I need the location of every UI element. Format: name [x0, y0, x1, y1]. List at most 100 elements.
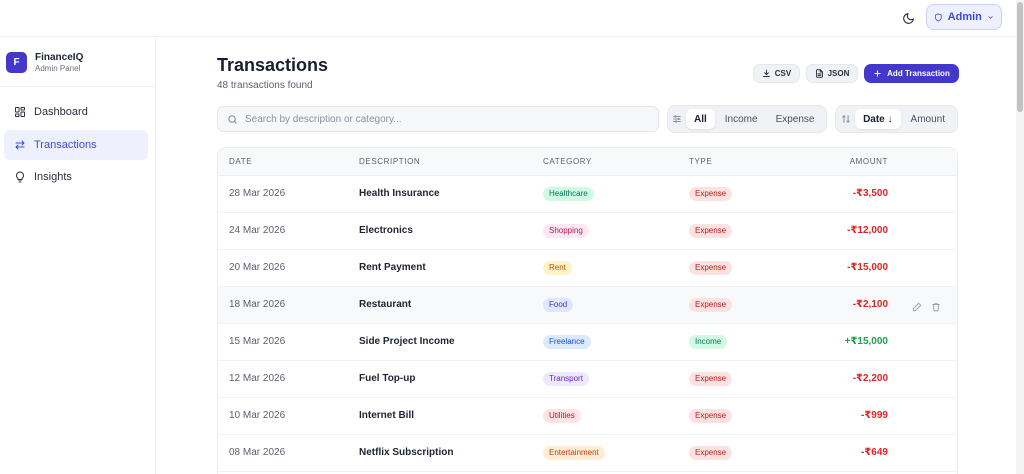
transactions-table: DATE DESCRIPTION CATEGORY TYPE AMOUNT 28…: [217, 147, 958, 474]
sort-control: Date ↓ Amount: [835, 105, 958, 133]
amount-cell: -₹15,000: [847, 262, 888, 273]
search-box[interactable]: [217, 106, 659, 132]
description-cell: Side Project Income: [359, 336, 455, 347]
row-actions: [912, 299, 941, 317]
type-cell: Expense: [689, 224, 733, 238]
date-cell: 28 Mar 2026: [229, 188, 286, 199]
table-row[interactable]: 08 Mar 2026 Netflix Subscription Entertain…: [218, 435, 957, 472]
file-icon: [815, 69, 823, 78]
amount-cell: -₹649: [861, 447, 888, 458]
table-row[interactable]: 20 Mar 2026 Rent Payment Rent Expense -₹15,0…: [218, 250, 957, 287]
filter-icon: [672, 114, 682, 124]
amount-cell: -₹3,500: [852, 188, 888, 199]
edit-icon[interactable]: [912, 299, 922, 317]
category-badge: Entertainment: [543, 446, 605, 460]
scrollbar-thumb[interactable]: [1017, 2, 1023, 112]
moon-icon: [902, 12, 914, 24]
sidebar-item-label: Transactions: [34, 139, 97, 151]
type-cell: Expense: [689, 261, 733, 275]
description-cell: Fuel Top-up: [359, 373, 416, 384]
brand: F FinanceIQ Admin Panel: [0, 37, 155, 87]
search-icon: [228, 114, 237, 124]
sidebar-item-insights[interactable]: Insights: [4, 162, 148, 192]
category-cell: Shopping: [543, 224, 589, 238]
category-cell: Freelance: [543, 335, 591, 349]
role-switcher-button[interactable]: Admin: [926, 4, 1002, 30]
date-cell: 18 Mar 2026: [229, 299, 286, 310]
date-cell: 20 Mar 2026: [229, 262, 286, 273]
table-row[interactable]: 24 Mar 2026 Electronics Shopping Expense -₹1…: [218, 213, 957, 250]
add-transaction-button[interactable]: Add Transaction: [864, 64, 959, 83]
type-cell: Expense: [689, 187, 733, 201]
table-row[interactable]: 28 Mar 2026 Health Insurance Healthcare Exp…: [218, 176, 957, 213]
sidebar-item-label: Insights: [34, 171, 72, 183]
sidebar-item-dashboard[interactable]: Dashboard: [4, 97, 148, 127]
json-label: JSON: [827, 69, 850, 78]
category-cell: Rent: [543, 261, 572, 275]
column-date[interactable]: DATE: [229, 157, 253, 166]
table-header: DATE DESCRIPTION CATEGORY TYPE AMOUNT: [218, 148, 957, 176]
download-icon: [762, 69, 770, 77]
table-row[interactable]: 10 Mar 2026 Internet Bill Utilities Expense…: [218, 398, 957, 435]
type-badge: Expense: [689, 409, 733, 423]
brand-name: FinanceIQ: [35, 52, 84, 63]
export-json-button[interactable]: JSON: [806, 64, 858, 83]
sort-date[interactable]: Date ↓: [855, 109, 901, 129]
type-badge: Expense: [689, 261, 733, 275]
type-cell: Income: [689, 335, 728, 349]
filter-income[interactable]: Income: [724, 113, 758, 125]
type-cell: Expense: [689, 298, 733, 312]
dashboard-icon: [14, 106, 26, 118]
description-cell: Electronics: [359, 225, 413, 236]
export-csv-button[interactable]: CSV: [753, 64, 800, 83]
column-category: CATEGORY: [543, 157, 592, 166]
brand-logo: F: [6, 52, 27, 73]
description-cell: Restaurant: [359, 299, 412, 310]
category-badge: Utilities: [543, 409, 581, 423]
date-cell: 12 Mar 2026: [229, 373, 286, 384]
chevron-down-icon: [988, 15, 993, 19]
page-scrollbar[interactable]: [1016, 0, 1024, 474]
trash-icon[interactable]: [931, 299, 941, 317]
type-badge: Expense: [689, 224, 733, 238]
role-label: Admin: [947, 11, 982, 23]
column-amount[interactable]: AMOUNT: [849, 157, 888, 166]
sidebar: F FinanceIQ Admin Panel Dashboard Transa…: [0, 37, 156, 474]
type-cell: Expense: [689, 372, 733, 386]
filter-all[interactable]: All: [686, 109, 715, 129]
amount-cell: -₹12,000: [847, 225, 888, 236]
top-bar: Admin: [0, 0, 1016, 37]
add-transaction-label: Add Transaction: [887, 69, 950, 78]
description-cell: Internet Bill: [359, 410, 415, 421]
table-row[interactable]: 15 Mar 2026 Side Project Income Freelance I…: [218, 324, 957, 361]
description-cell: Rent Payment: [359, 262, 426, 273]
sort-amount[interactable]: Amount: [910, 113, 945, 125]
category-cell: Food: [543, 298, 574, 312]
sort-icon: [840, 114, 851, 124]
table-row[interactable]: 12 Mar 2026 Fuel Top-up Transport Expense -₹…: [218, 361, 957, 398]
category-cell: Entertainment: [543, 446, 605, 460]
table-row[interactable]: 18 Mar 2026 Restaurant Food Expense -₹2,100: [218, 287, 957, 324]
amount-cell: -₹2,200: [852, 373, 888, 384]
csv-label: CSV: [774, 69, 792, 78]
category-badge: Freelance: [543, 335, 591, 349]
sidebar-item-transactions[interactable]: Transactions: [4, 130, 148, 160]
category-badge: Transport: [543, 372, 589, 386]
type-filter: All Income Expense: [667, 105, 827, 133]
type-badge: Expense: [689, 446, 733, 460]
type-badge: Expense: [689, 187, 733, 201]
description-cell: Netflix Subscription: [359, 447, 454, 458]
date-cell: 15 Mar 2026: [229, 336, 286, 347]
type-cell: Expense: [689, 446, 733, 460]
lightbulb-icon: [14, 171, 26, 183]
date-cell: 08 Mar 2026: [229, 447, 286, 458]
page-title: Transactions: [217, 55, 329, 75]
type-badge: Expense: [689, 298, 733, 312]
theme-toggle-button[interactable]: [896, 6, 920, 30]
shield-icon: [935, 12, 942, 22]
filter-expense[interactable]: Expense: [775, 113, 815, 125]
amount-cell: -₹2,100: [852, 299, 888, 310]
category-badge: Healthcare: [543, 187, 594, 201]
date-cell: 24 Mar 2026: [229, 225, 286, 236]
search-input[interactable]: [245, 113, 645, 125]
